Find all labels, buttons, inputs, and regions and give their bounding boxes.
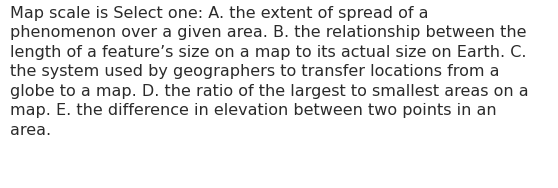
Text: Map scale is Select one: A. the extent of spread of a
phenomenon over a given ar: Map scale is Select one: A. the extent o… — [10, 6, 528, 138]
